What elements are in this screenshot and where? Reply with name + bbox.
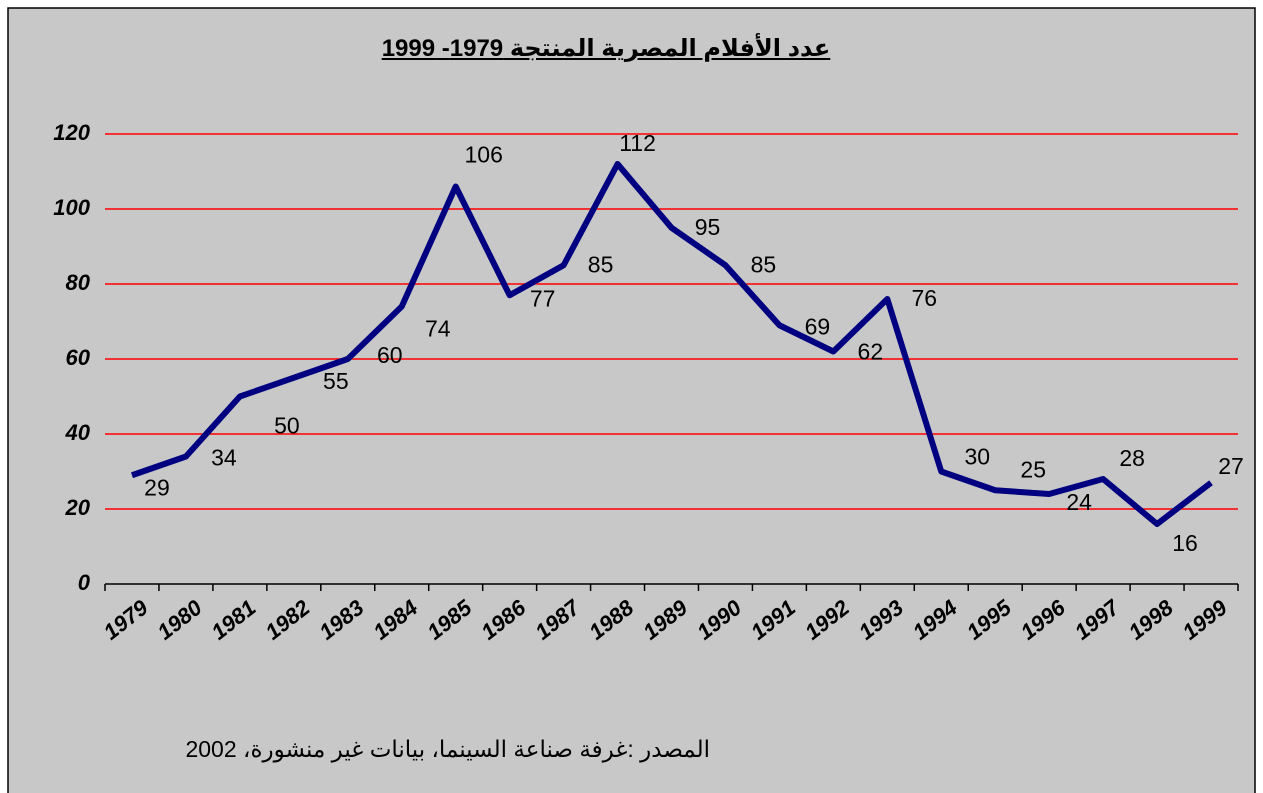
data-label: 60 bbox=[377, 342, 403, 368]
data-label: 85 bbox=[751, 251, 777, 277]
data-label: 28 bbox=[1119, 445, 1145, 471]
y-tick-label: 0 bbox=[78, 570, 91, 595]
y-tick-label: 60 bbox=[66, 345, 91, 370]
data-label: 77 bbox=[530, 285, 556, 311]
data-label: 112 bbox=[619, 130, 656, 156]
y-tick-label: 40 bbox=[65, 420, 91, 445]
data-label: 69 bbox=[805, 313, 831, 339]
data-line bbox=[130, 161, 1213, 527]
data-label: 25 bbox=[1020, 456, 1046, 482]
data-label: 34 bbox=[211, 445, 237, 471]
data-label: 85 bbox=[588, 251, 614, 277]
chart-title: عدد الأفلام المصرية المنتجة 1979- 1999 bbox=[381, 35, 831, 62]
data-label: 24 bbox=[1066, 489, 1092, 515]
data-label: 29 bbox=[144, 474, 170, 500]
y-tick-label: 100 bbox=[53, 195, 90, 220]
data-label: 95 bbox=[695, 214, 721, 240]
data-label: 62 bbox=[858, 339, 884, 365]
data-label: 106 bbox=[465, 142, 503, 168]
data-label: 27 bbox=[1218, 453, 1244, 479]
y-tick-label: 20 bbox=[65, 495, 91, 520]
data-label: 55 bbox=[323, 368, 349, 394]
y-tick-label: 120 bbox=[53, 120, 90, 145]
data-label: 16 bbox=[1172, 530, 1198, 556]
data-label: 30 bbox=[964, 444, 990, 470]
data-label: 50 bbox=[274, 413, 300, 439]
y-tick-label: 80 bbox=[66, 270, 91, 295]
data-label: 74 bbox=[425, 316, 451, 342]
data-label: 76 bbox=[912, 285, 938, 311]
chart-area bbox=[7, 7, 1256, 793]
source-note: المصدر :غرفة صناعة السينما، بيانات غير م… bbox=[185, 736, 710, 762]
